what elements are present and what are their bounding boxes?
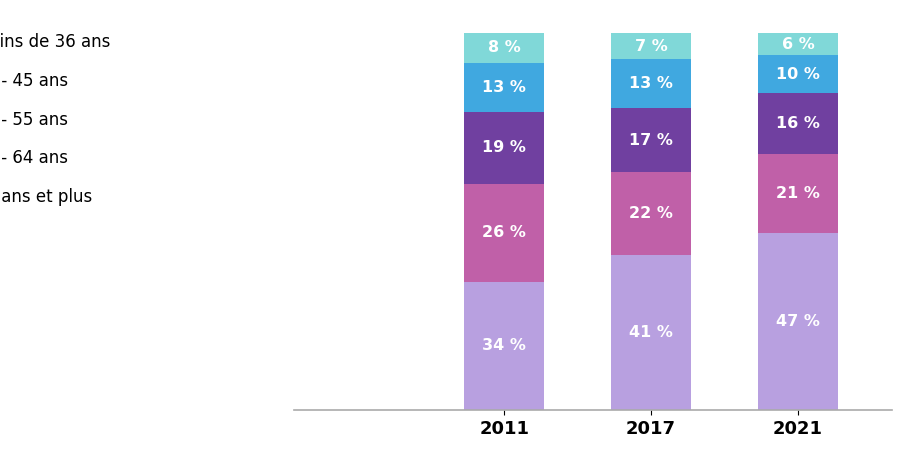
Text: 6 %: 6 %: [781, 37, 813, 52]
Bar: [464, 112, 543, 184]
Bar: [610, 59, 690, 108]
Bar: [610, 255, 690, 410]
Bar: [757, 33, 837, 55]
Text: 41 %: 41 %: [629, 325, 673, 340]
Bar: [610, 172, 690, 255]
Bar: [610, 108, 690, 172]
Bar: [757, 233, 837, 410]
Text: 13 %: 13 %: [629, 76, 673, 91]
Bar: [464, 33, 543, 63]
Text: 22 %: 22 %: [629, 206, 673, 221]
Text: 26 %: 26 %: [482, 225, 526, 240]
Text: 19 %: 19 %: [482, 140, 526, 155]
Bar: [757, 55, 837, 93]
Bar: [757, 154, 837, 233]
Text: 8 %: 8 %: [487, 41, 520, 55]
Text: 16 %: 16 %: [776, 116, 819, 131]
Text: 13 %: 13 %: [482, 80, 526, 95]
Bar: [610, 33, 690, 59]
Bar: [464, 63, 543, 112]
Bar: [464, 184, 543, 282]
Text: 10 %: 10 %: [776, 67, 819, 82]
Text: 21 %: 21 %: [776, 185, 819, 201]
Bar: [464, 282, 543, 410]
Text: 47 %: 47 %: [776, 314, 819, 329]
Text: 34 %: 34 %: [482, 338, 526, 353]
Text: 7 %: 7 %: [634, 39, 667, 54]
Bar: [757, 93, 837, 154]
Text: 17 %: 17 %: [629, 133, 673, 148]
Legend: Moins de 36 ans, 36 - 45 ans, 46 - 55 ans, 56 - 64 ans, 65 ans et plus: Moins de 36 ans, 36 - 45 ans, 46 - 55 an…: [0, 30, 110, 208]
